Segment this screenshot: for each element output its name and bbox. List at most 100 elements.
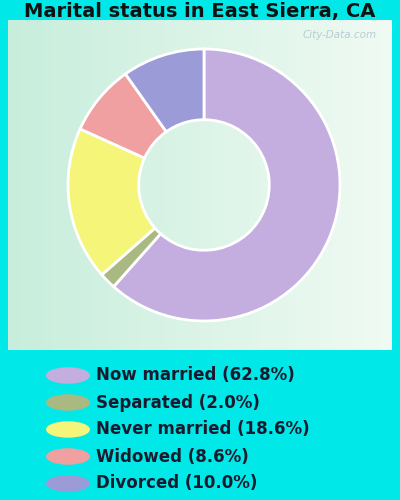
- Bar: [310, 20, 311, 350]
- Bar: [96, 20, 98, 350]
- Bar: [258, 20, 260, 350]
- Bar: [31, 20, 33, 350]
- Bar: [244, 20, 246, 350]
- Bar: [336, 20, 338, 350]
- Bar: [262, 20, 263, 350]
- Bar: [234, 20, 236, 350]
- Bar: [388, 20, 390, 350]
- Bar: [87, 20, 89, 350]
- Bar: [42, 20, 44, 350]
- Bar: [311, 20, 313, 350]
- Bar: [319, 20, 321, 350]
- Bar: [183, 20, 185, 350]
- Bar: [390, 20, 392, 350]
- Bar: [273, 20, 275, 350]
- Bar: [46, 20, 48, 350]
- Bar: [166, 20, 167, 350]
- Circle shape: [46, 475, 90, 492]
- Bar: [171, 20, 173, 350]
- Bar: [92, 20, 94, 350]
- Bar: [64, 20, 66, 350]
- Bar: [188, 20, 190, 350]
- Bar: [313, 20, 315, 350]
- Bar: [118, 20, 119, 350]
- Bar: [356, 20, 358, 350]
- Bar: [350, 20, 352, 350]
- Bar: [215, 20, 217, 350]
- Bar: [52, 20, 54, 350]
- Bar: [277, 20, 279, 350]
- Bar: [98, 20, 100, 350]
- Bar: [210, 20, 212, 350]
- Bar: [150, 20, 152, 350]
- Bar: [346, 20, 348, 350]
- Bar: [354, 20, 356, 350]
- Bar: [196, 20, 198, 350]
- Bar: [371, 20, 373, 350]
- Bar: [282, 20, 284, 350]
- Bar: [175, 20, 177, 350]
- Bar: [44, 20, 46, 350]
- Circle shape: [46, 448, 90, 465]
- Text: Widowed (8.6%): Widowed (8.6%): [96, 448, 249, 466]
- Bar: [162, 20, 164, 350]
- Bar: [208, 20, 210, 350]
- Bar: [242, 20, 244, 350]
- Wedge shape: [102, 228, 161, 286]
- Bar: [358, 20, 359, 350]
- Bar: [250, 20, 252, 350]
- Bar: [377, 20, 378, 350]
- Bar: [263, 20, 265, 350]
- Bar: [62, 20, 64, 350]
- Bar: [140, 20, 142, 350]
- Bar: [380, 20, 382, 350]
- Bar: [89, 20, 90, 350]
- Wedge shape: [114, 49, 340, 321]
- Bar: [233, 20, 234, 350]
- Bar: [110, 20, 112, 350]
- Bar: [198, 20, 200, 350]
- Bar: [70, 20, 71, 350]
- Wedge shape: [126, 49, 204, 132]
- Bar: [373, 20, 375, 350]
- Bar: [137, 20, 138, 350]
- Bar: [302, 20, 304, 350]
- Bar: [279, 20, 281, 350]
- Bar: [100, 20, 102, 350]
- Bar: [238, 20, 240, 350]
- Bar: [112, 20, 114, 350]
- Bar: [192, 20, 194, 350]
- Bar: [8, 20, 10, 350]
- Bar: [340, 20, 342, 350]
- Bar: [142, 20, 144, 350]
- Bar: [382, 20, 384, 350]
- Bar: [119, 20, 121, 350]
- Bar: [236, 20, 238, 350]
- Bar: [327, 20, 329, 350]
- Bar: [200, 20, 202, 350]
- Bar: [284, 20, 286, 350]
- Bar: [167, 20, 169, 350]
- Bar: [173, 20, 175, 350]
- Text: Marital status in East Sierra, CA: Marital status in East Sierra, CA: [24, 2, 376, 20]
- Bar: [229, 20, 231, 350]
- Bar: [152, 20, 154, 350]
- Bar: [66, 20, 68, 350]
- Text: Separated (2.0%): Separated (2.0%): [96, 394, 260, 411]
- Bar: [186, 20, 188, 350]
- Bar: [48, 20, 50, 350]
- Bar: [131, 20, 133, 350]
- Bar: [292, 20, 294, 350]
- Text: Now married (62.8%): Now married (62.8%): [96, 366, 295, 384]
- Bar: [252, 20, 254, 350]
- Bar: [225, 20, 227, 350]
- Bar: [212, 20, 214, 350]
- Bar: [39, 20, 41, 350]
- Bar: [375, 20, 377, 350]
- Bar: [227, 20, 229, 350]
- Bar: [254, 20, 256, 350]
- Bar: [169, 20, 171, 350]
- Bar: [256, 20, 258, 350]
- Bar: [304, 20, 306, 350]
- Bar: [68, 20, 70, 350]
